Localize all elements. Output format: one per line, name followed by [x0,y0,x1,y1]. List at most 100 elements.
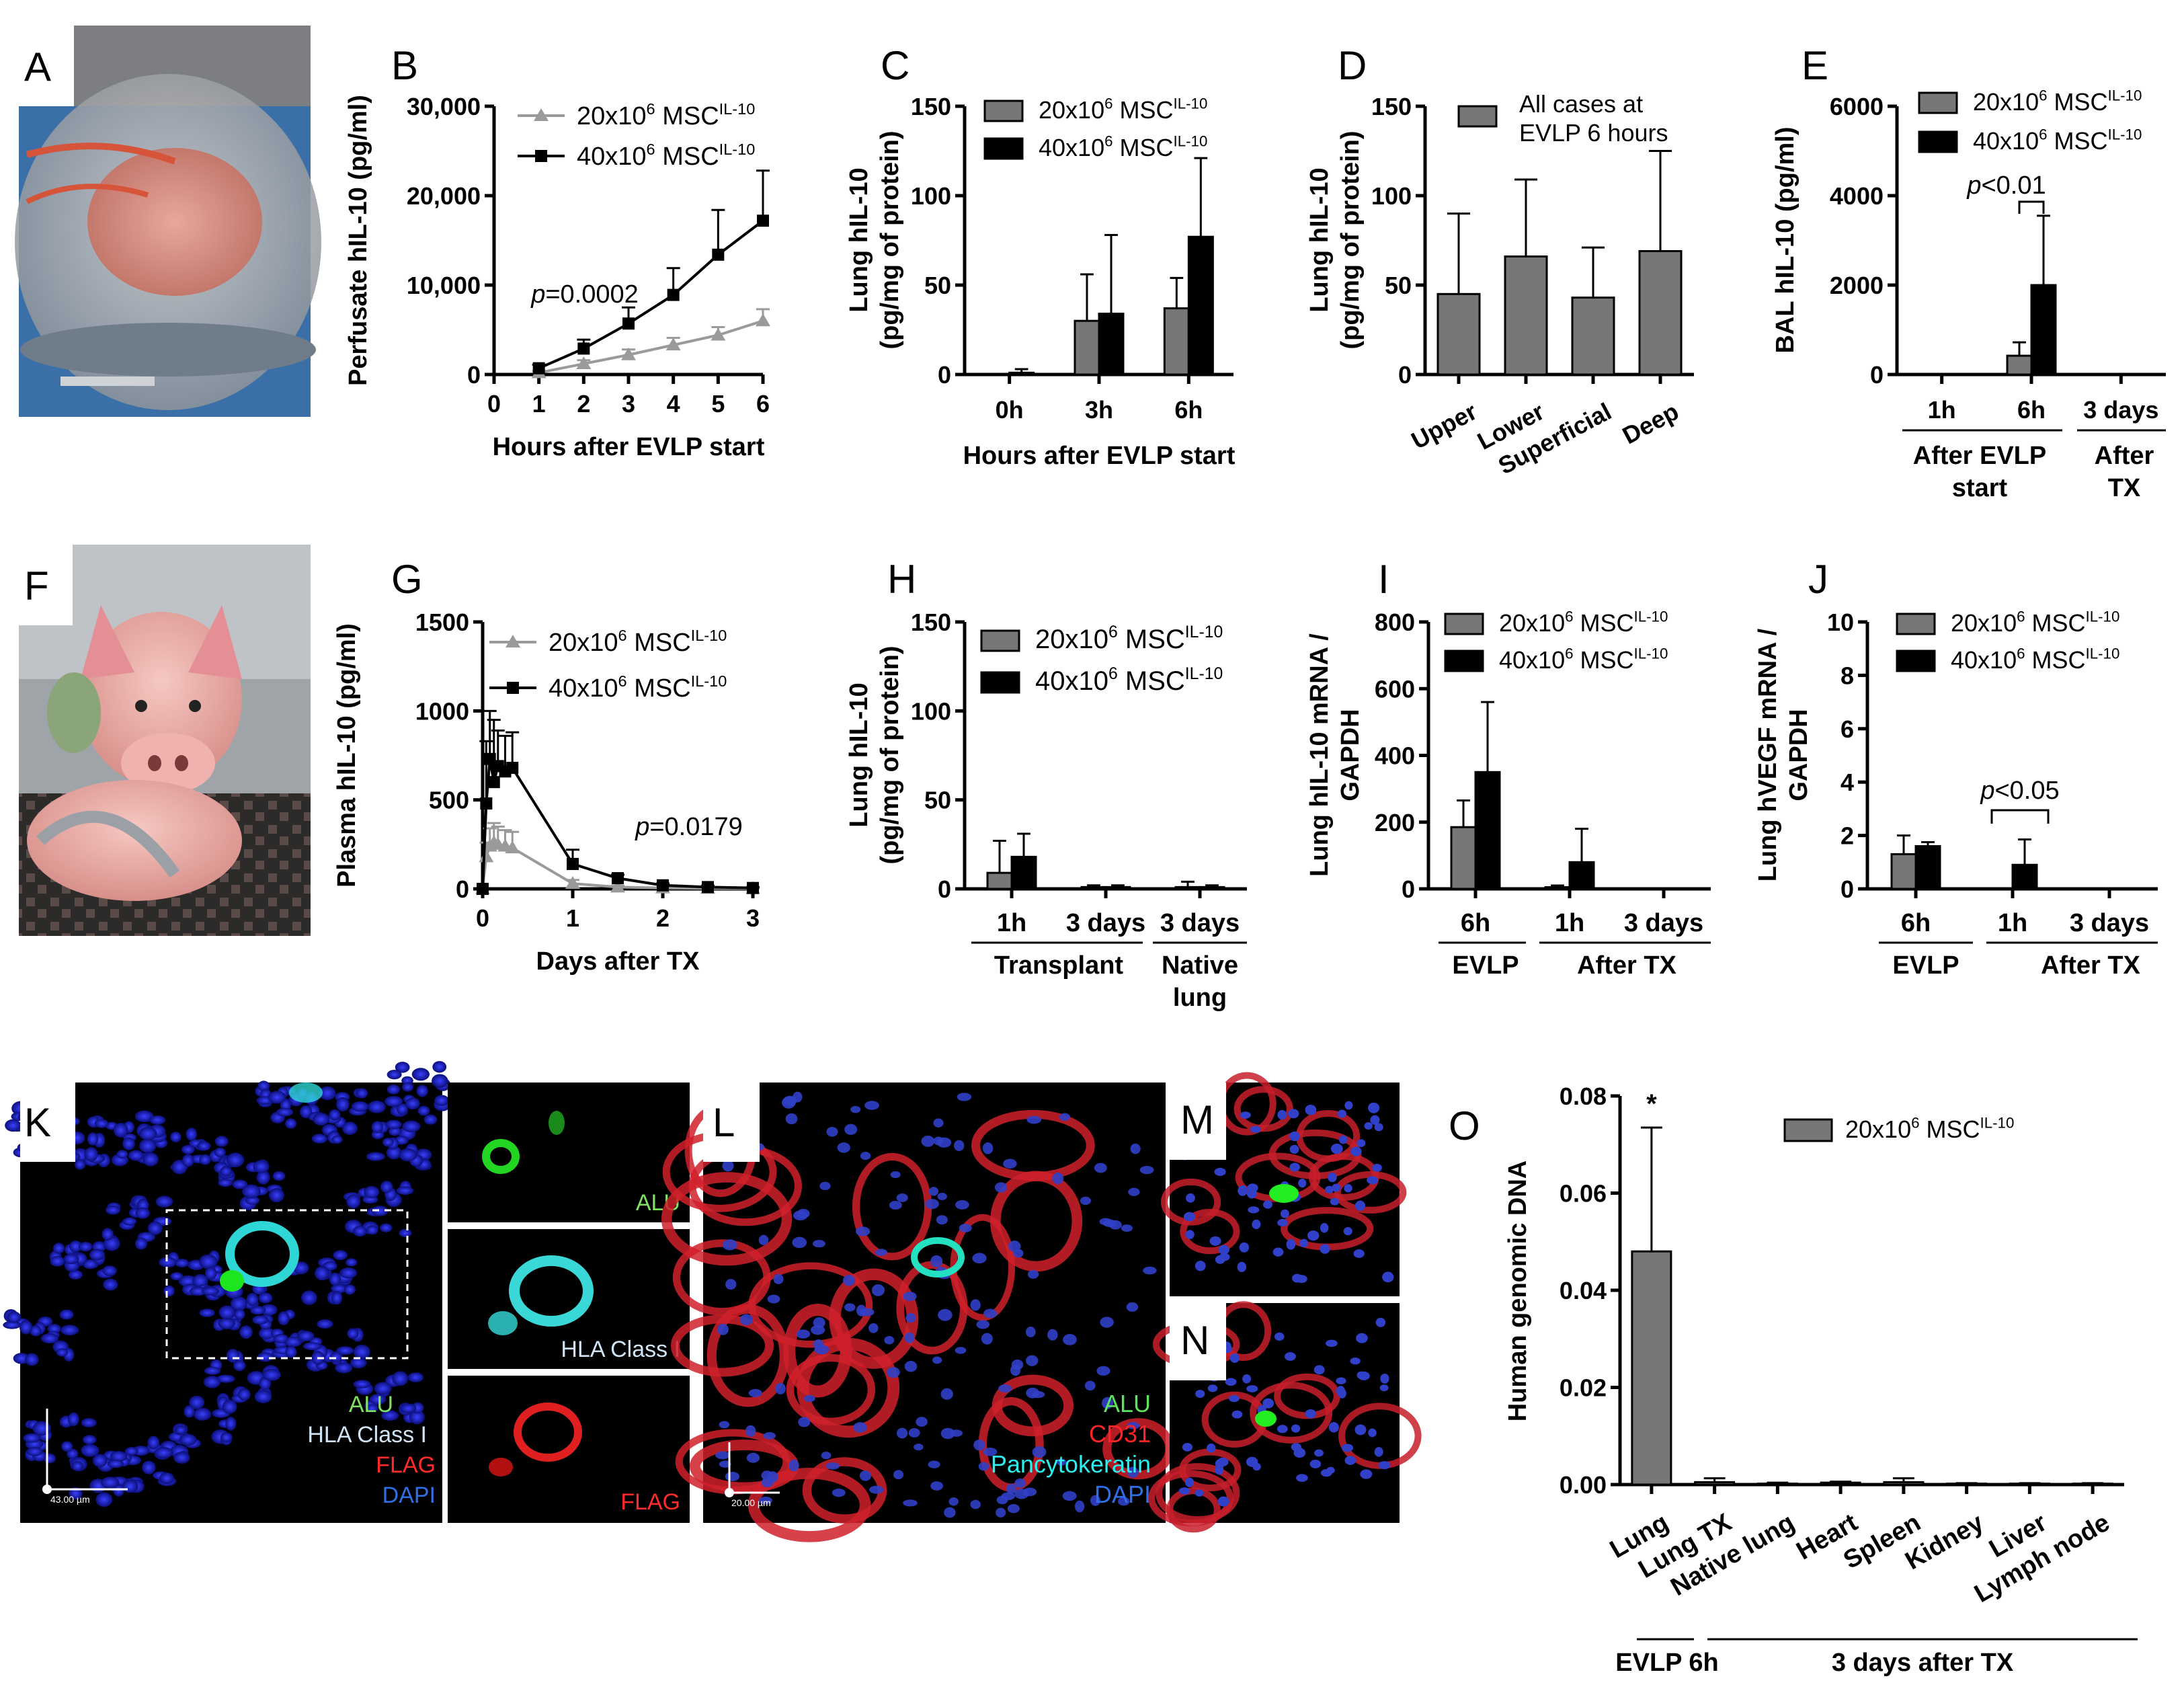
k-nucleus [199,1308,215,1317]
k-nucleus [434,1095,449,1107]
k-nucleus [432,1074,448,1088]
chart-o-bar [1756,1483,1798,1486]
chart-c-x-tick-label: 6h [1174,396,1203,424]
k-nucleus [345,1258,358,1267]
l-nucleus [758,1234,769,1246]
n-nucleus [1336,1386,1345,1397]
chart-j-sig-bracket [1990,809,2050,824]
chart-i-legend-label-0: 20x106 MSCIL-10 [1499,608,1668,637]
chart-j-y-tick-label: 0 [1841,875,1854,903]
panel-label-h: H [887,557,916,602]
m-nucleus [1218,1245,1229,1255]
k-nucleus [197,1141,211,1151]
l-nucleus [981,1333,993,1345]
k-nucleus [315,1265,329,1281]
chart-g-point [480,797,493,810]
k-nucleus [32,1421,51,1436]
l-nucleus [1084,1380,1096,1391]
chart-e-x-tick-label: 1h [1928,396,1956,424]
k-nucleus [336,1346,354,1355]
chart-i-legend-swatch-1 [1444,650,1484,672]
l-nucleus [908,1428,920,1438]
m-vessel [1160,1178,1221,1226]
k-nucleus [134,1237,148,1250]
chart-e-legend-swatch-1 [1918,130,1958,153]
n-nucleus [1309,1459,1322,1468]
k-nucleus [52,1243,65,1254]
chart-b-x-tick-label: 5 [711,390,725,418]
n-vessel [1166,1487,1221,1533]
chart-h-legend-swatch-0 [980,629,1020,652]
l-nucleus [1096,1366,1110,1376]
chart-g-y-tick-label: 0 [456,875,469,903]
panel-label-j: J [1808,557,1828,602]
l-vessel [747,1468,871,1542]
chart-h-y-tick-label: 150 [911,608,951,636]
l-nucleus [1032,1446,1047,1458]
m-vessel [1334,1171,1407,1214]
k-nucleus [69,1241,83,1253]
chart-i-y-label-0: Lung hIL-10 mRNA / [1305,633,1334,877]
l-nucleus [719,1421,730,1429]
chart-i-bar [1568,861,1595,890]
l-nucleus [844,1124,858,1135]
chart-c-legend-swatch-1 [983,137,1024,160]
k-nucleus [409,1409,425,1425]
chart-h-y-tick-label: 50 [924,787,951,814]
m-nucleus [1325,1185,1334,1193]
l-nucleus [1007,1503,1020,1513]
chart-o-y-tick-label: 0.02 [1560,1374,1607,1402]
k-nucleus [190,1286,207,1296]
m-nucleus [1368,1102,1380,1113]
panel-a-label-box: A [19,26,74,106]
l-nucleus [916,1417,928,1427]
l-nucleus [868,1323,879,1333]
l-nucleus [788,1459,799,1472]
chart-d-y-label-0: Lung hIL-10 [1305,167,1334,312]
k-nucleus [339,1267,358,1279]
chart-c-bar [1008,371,1035,376]
k-nucleus [416,1085,428,1097]
chart-j-bar [1914,844,1941,890]
n-nucleus [1262,1398,1275,1409]
chart-g-point [747,881,759,894]
chart-h-legend-label-0: 20x106 MSCIL-10 [1035,623,1223,654]
chart-e-bar [2030,284,2057,376]
k-nucleus [253,1160,270,1173]
l-nucleus [761,1477,774,1488]
l-nucleus [869,1485,884,1494]
n-nucleus [1242,1374,1252,1384]
l-nucleus [1026,1387,1040,1399]
chart-h-y-tick-label: 100 [911,697,951,725]
k-nucleus [175,1259,190,1267]
n-nucleus [1379,1384,1389,1392]
k-nucleus [83,1435,97,1445]
chart-b-x-tick-label: 2 [577,390,590,418]
l-nucleus [853,1422,867,1433]
chart-g-legend-marker-0 [505,635,520,647]
l-vessel [990,1171,1083,1272]
k-nucleus [3,1321,22,1329]
panel-label-e: E [1802,43,1828,88]
m-nucleus [1280,1209,1289,1218]
k-nucleus [407,1372,424,1382]
k-nucleus [278,1311,290,1326]
k-nucleus [230,1296,247,1311]
k-nucleus [170,1132,181,1142]
n-nucleus [1231,1410,1243,1419]
chart-g-y-tick-label: 500 [429,787,469,814]
n-nucleus [1195,1389,1205,1398]
chart-i-y-tick-label: 400 [1375,742,1415,770]
k-nucleus [386,1146,402,1160]
m-nucleus [1240,1111,1251,1119]
k-nucleus [346,1194,361,1209]
l-nucleus [745,1425,756,1437]
l-nucleus [1143,1266,1157,1275]
chart-h: 0 50 100 150 1h 3 days 3 days Transplant Native l… [845,608,1247,1012]
k-nucleus [101,1477,120,1489]
k-nucleus [366,1225,378,1235]
panel-l-micrograph: 20.00 µm ALU CD31 Pancytokeratin DAPI [661,1083,1174,1542]
k-nucleus [234,1308,245,1320]
m-nucleus [1248,1206,1260,1214]
